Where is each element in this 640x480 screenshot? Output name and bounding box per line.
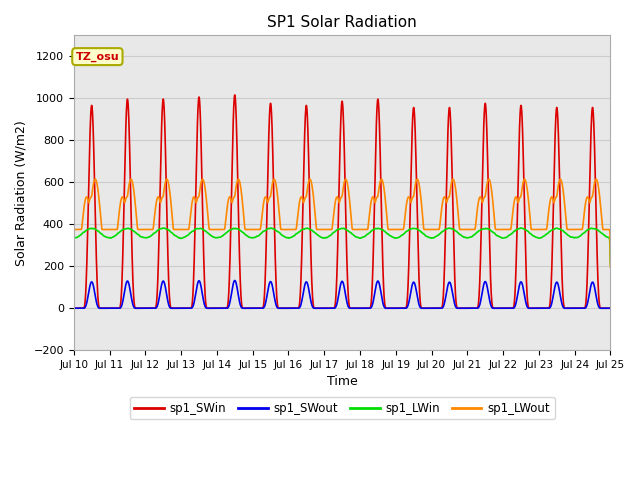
sp1_LWin — [299, 227, 307, 232]
sp1_SWout — [596, 305, 604, 311]
sp1_SWout — [607, 305, 614, 311]
sp1_SWout — [70, 305, 77, 311]
sp1_SWin — [231, 92, 239, 98]
sp1_SWout — [276, 305, 284, 311]
sp1_SWout — [131, 305, 139, 311]
Line: sp1_SWout: sp1_SWout — [74, 280, 611, 308]
sp1_LWin — [276, 230, 284, 236]
sp1_SWin — [596, 305, 604, 311]
sp1_LWin — [596, 229, 604, 235]
sp1_LWin — [163, 226, 171, 232]
sp1_LWin — [517, 225, 525, 231]
sp1_LWout — [70, 227, 77, 232]
Text: TZ_osu: TZ_osu — [76, 51, 119, 62]
sp1_SWin — [70, 305, 77, 311]
sp1_LWin — [538, 234, 546, 240]
sp1_LWout — [131, 198, 139, 204]
X-axis label: Time: Time — [327, 375, 358, 388]
sp1_SWout — [299, 291, 307, 297]
sp1_SWin — [131, 305, 139, 311]
sp1_SWout — [163, 293, 171, 299]
sp1_LWout — [596, 198, 604, 204]
sp1_SWin — [607, 305, 614, 311]
sp1_SWin — [276, 305, 284, 311]
Y-axis label: Solar Radiation (W/m2): Solar Radiation (W/m2) — [15, 120, 28, 265]
sp1_LWin — [131, 229, 139, 235]
sp1_SWin — [538, 305, 546, 311]
sp1_LWin — [607, 262, 614, 267]
Title: SP1 Solar Radiation: SP1 Solar Radiation — [268, 15, 417, 30]
sp1_LWout — [592, 176, 600, 182]
sp1_LWout — [276, 215, 284, 220]
Line: sp1_LWout: sp1_LWout — [74, 179, 611, 267]
sp1_LWout — [299, 198, 307, 204]
Line: sp1_LWin: sp1_LWin — [74, 228, 611, 264]
sp1_LWin — [70, 235, 77, 240]
Line: sp1_SWin: sp1_SWin — [74, 95, 611, 308]
sp1_SWin — [163, 209, 171, 215]
sp1_SWin — [299, 199, 307, 204]
Legend: sp1_SWin, sp1_SWout, sp1_LWin, sp1_LWout: sp1_SWin, sp1_SWout, sp1_LWin, sp1_LWout — [129, 397, 555, 420]
sp1_LWout — [607, 264, 614, 270]
sp1_LWout — [538, 227, 546, 232]
sp1_SWout — [538, 305, 546, 311]
sp1_LWout — [163, 176, 171, 182]
sp1_SWout — [231, 277, 239, 283]
